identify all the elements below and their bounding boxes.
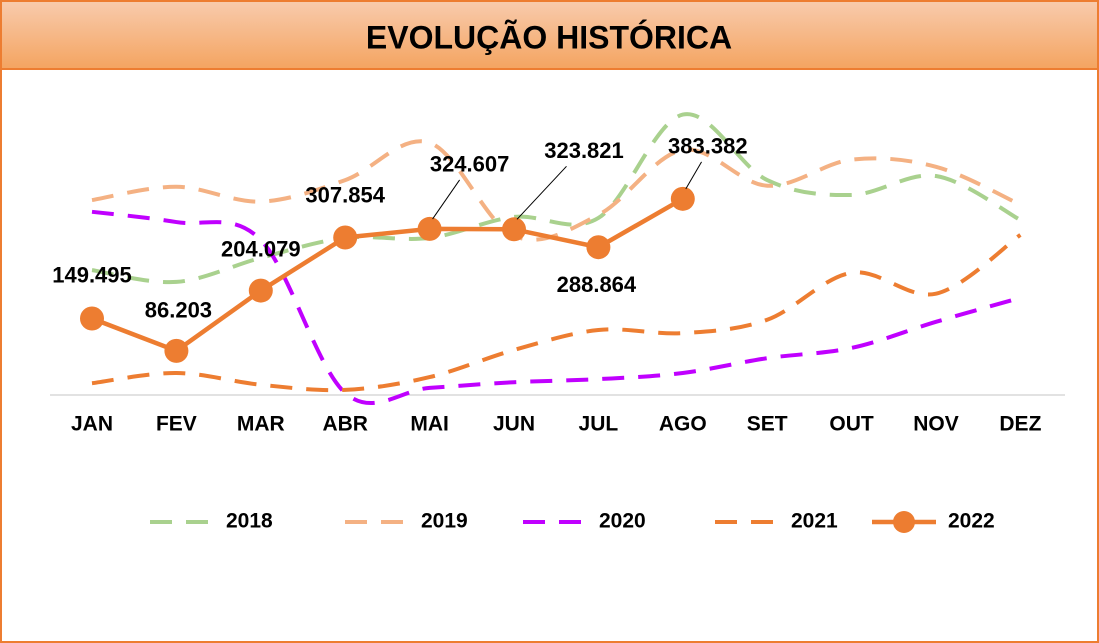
marker (586, 235, 611, 260)
legend-label: 2021 (791, 510, 838, 533)
data-label: 149.495 (52, 262, 132, 287)
chart-title: EVOLUÇÃO HISTÓRICA (366, 19, 732, 55)
legend-label: 2019 (421, 510, 468, 533)
x-tick-label: JAN (71, 413, 113, 436)
x-tick-label: JUN (493, 413, 535, 436)
data-label: 86.203 (145, 298, 212, 323)
data-label: 307.854 (305, 182, 385, 207)
series-line (91, 196, 684, 354)
leader-line (432, 179, 461, 220)
data-label: 323.821 (544, 138, 624, 163)
marker (417, 216, 442, 241)
series-line (91, 209, 1021, 405)
marker (670, 186, 695, 211)
marker (248, 278, 273, 303)
x-tick-label: MAR (237, 413, 285, 436)
legend-marker (893, 511, 915, 533)
series-line (91, 233, 1022, 393)
x-tick-label: ABR (322, 413, 368, 436)
title-band (0, 0, 1099, 70)
x-tick-label: DEZ (999, 413, 1041, 436)
data-label: 383.382 (668, 134, 748, 159)
legend-label: 2018 (226, 510, 273, 533)
leader-line (685, 161, 702, 190)
legend-label: 2020 (599, 510, 646, 533)
marker (502, 217, 526, 242)
x-tick-label: FEV (156, 413, 197, 436)
x-tick-label: MAI (410, 413, 449, 436)
x-tick-label: NOV (913, 413, 959, 436)
data-label: 324.607 (430, 152, 510, 177)
leader-line (516, 165, 567, 220)
x-tick-label: OUT (829, 413, 874, 436)
legend-label: 2022 (948, 510, 995, 533)
data-label: 204.079 (221, 236, 301, 261)
x-tick-label: AGO (659, 413, 707, 436)
data-label: 288.864 (557, 272, 637, 297)
marker (333, 225, 358, 250)
x-tick-label: SET (747, 413, 788, 436)
x-tick-label: JUL (579, 413, 619, 436)
marker (164, 338, 189, 363)
marker (80, 306, 104, 331)
